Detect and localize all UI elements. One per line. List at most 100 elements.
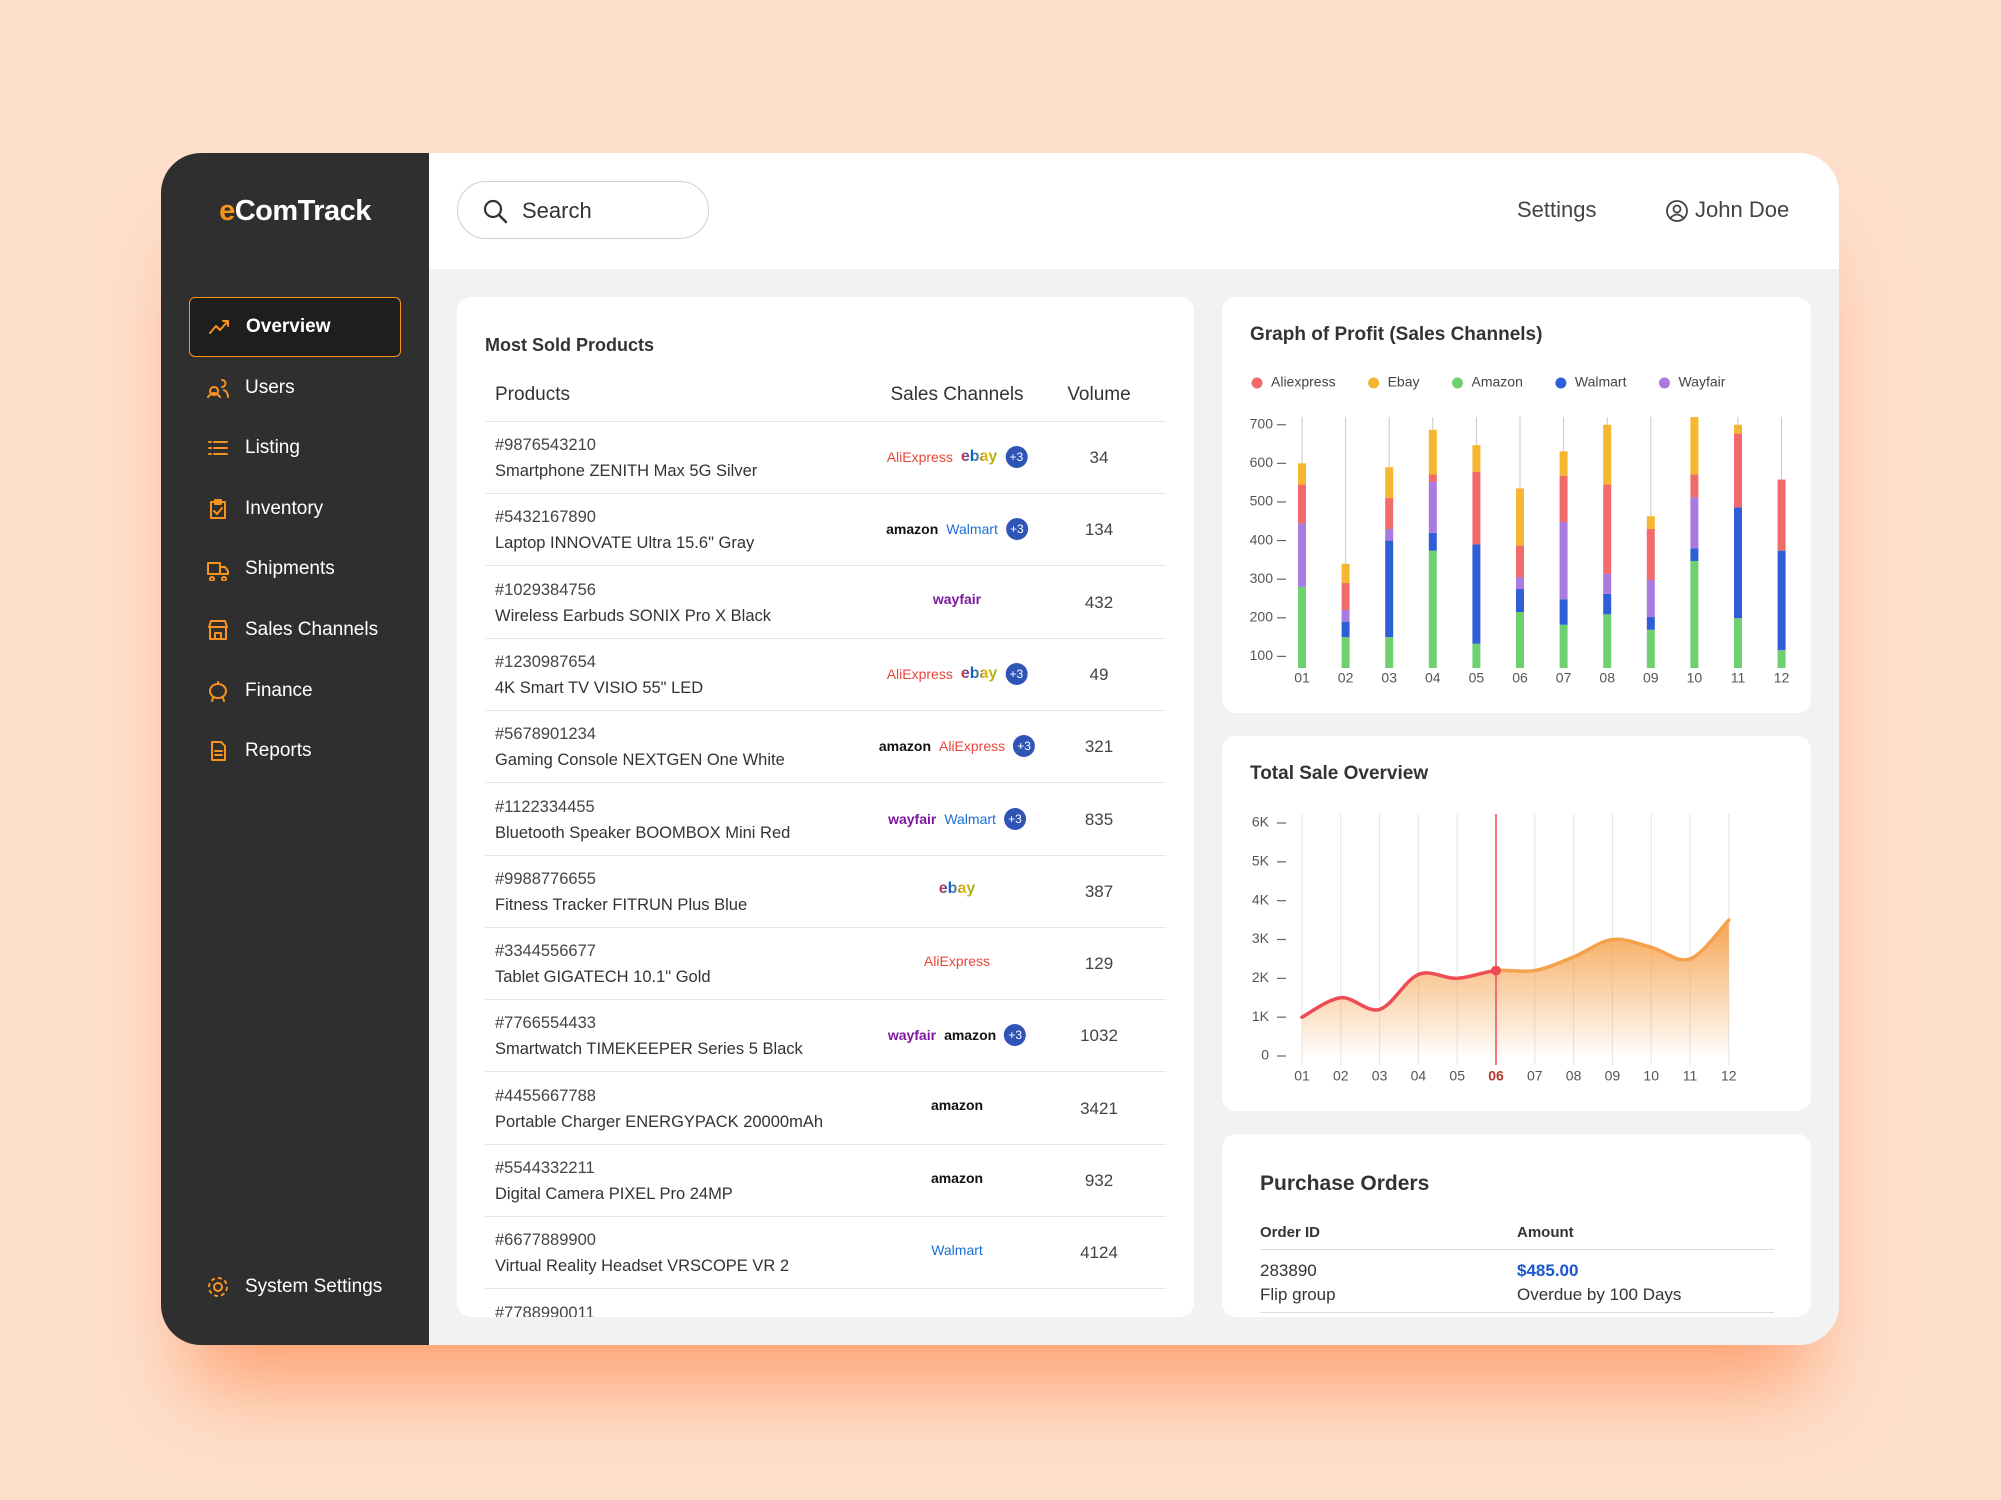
nav-item[interactable]: Sales Channels <box>189 600 401 660</box>
column-header: Order ID <box>1260 1224 1321 1241</box>
column-header: Volume <box>1067 384 1131 405</box>
bar-segment <box>1298 463 1306 485</box>
nav-label: Overview <box>246 316 331 337</box>
nav-label: Sales Channels <box>245 619 379 640</box>
volume: 129 <box>1084 954 1114 974</box>
sales-channels: AliExpress ebay +3 <box>883 446 1032 468</box>
bar-segment <box>1690 548 1699 562</box>
user-name[interactable]: John Doe <box>1695 197 1790 222</box>
dashboard: eComTrack Overview Users Listing Inventory S… <box>161 153 1839 1345</box>
bar-segment <box>1385 540 1394 638</box>
product-row: #9876543210 Smartphone ZENITH Max 5G Silv… <box>485 422 1166 494</box>
nav-item[interactable]: Reports <box>189 721 401 781</box>
bar-segment <box>1472 471 1481 545</box>
y-tick-label: 500 <box>1250 493 1274 509</box>
product-name: Digital Camera PIXEL Pro 24MP <box>495 1185 733 1203</box>
nav-icon <box>209 320 229 334</box>
product-name: Virtual Reality Headset VRSCOPE VR 2 <box>495 1257 790 1276</box>
bar-segment <box>1516 545 1524 578</box>
legend-dot <box>1658 377 1670 389</box>
channel-logo: Walmart <box>944 810 996 827</box>
product-row: #4455667788 Portable Charger ENERGYPACK 2… <box>485 1073 1166 1145</box>
nav-item[interactable]: Listing <box>189 418 401 478</box>
chart-title: Total Sale Overview <box>1250 763 1428 784</box>
bar-segment <box>1428 474 1437 482</box>
product-row: #5544332211 Digital Camera PIXEL Pro 24MP… <box>485 1145 1166 1217</box>
y-tick-label: 5K <box>1252 853 1270 869</box>
chart-title: Graph of Profit (Sales Channels) <box>1250 324 1542 345</box>
header-rule <box>485 421 1166 422</box>
product-id: #1029384756 <box>495 580 596 599</box>
gear-icon <box>208 1277 228 1297</box>
bar-segment <box>1646 528 1655 580</box>
system-settings[interactable]: System Settings <box>189 1257 401 1317</box>
icon-path <box>209 320 229 334</box>
sales-channels: amazon Walmart +3 <box>882 518 1032 541</box>
x-tick-label: 04 <box>1425 670 1441 686</box>
product-rows: #9876543210 Smartphone ZENITH Max 5G Silv… <box>457 422 1194 1317</box>
volume: 3421 <box>1080 1098 1118 1118</box>
y-tick-label: 3K <box>1252 930 1270 946</box>
channel-logo: ebay <box>938 879 976 897</box>
nav-item[interactable]: Users <box>189 358 401 418</box>
bar-segment <box>1603 573 1612 594</box>
nav-item[interactable]: Finance <box>189 661 401 721</box>
bar-segment <box>1646 629 1655 668</box>
icon-path <box>207 378 229 398</box>
nav-icon <box>211 741 226 762</box>
bar-segment <box>1603 593 1612 615</box>
legend-dot <box>1555 377 1567 389</box>
sales-area <box>1302 920 1729 1056</box>
y-tick-label: 0 <box>1261 1047 1269 1063</box>
bar-segment <box>1385 498 1394 529</box>
y-tick-label: 200 <box>1250 609 1274 625</box>
nav: Overview Users Listing Inventory Shipments Sa… <box>161 153 429 1345</box>
bar-segment <box>1559 624 1568 668</box>
product-name: Gaming Console NEXTGEN One White <box>495 751 785 770</box>
nav-icon <box>210 498 226 519</box>
legend-label: Ebay <box>1388 374 1420 390</box>
bar-segment <box>1385 467 1394 499</box>
volume: 134 <box>1084 520 1114 540</box>
search-box[interactable]: Search <box>457 181 709 239</box>
product-id: #5544332211 <box>495 1159 595 1177</box>
channel-logo: +3 <box>1005 662 1028 685</box>
bar-segment <box>1472 445 1481 472</box>
settings-link[interactable]: Settings <box>1517 197 1597 222</box>
product-row: #3344556677 Tablet GIGATECH 10.1" Gold Ali… <box>485 928 1166 1001</box>
bar-segment <box>1559 599 1568 625</box>
panel-title: Most Sold Products <box>485 335 655 355</box>
channel-logo: +3 <box>1003 807 1026 830</box>
bar-segment <box>1777 479 1786 551</box>
channel-logo: amazon <box>886 521 939 538</box>
legend-label: Aliexpress <box>1271 374 1336 390</box>
nav-item[interactable]: Inventory <box>189 479 401 539</box>
x-tick-label: 04 <box>1411 1068 1427 1084</box>
channel-logo: amazon <box>944 1027 997 1044</box>
bar-segment <box>1690 497 1699 549</box>
bar-segment <box>1428 481 1437 533</box>
legend-label: Wayfair <box>1678 374 1725 390</box>
channel-logo: Walmart <box>946 521 998 538</box>
product-name: Portable Charger ENERGYPACK 20000mAh <box>495 1112 824 1131</box>
volume: 387 <box>1084 881 1114 901</box>
search-placeholder: Search <box>522 198 592 223</box>
highlight-point <box>1491 965 1501 976</box>
nav-item[interactable]: Shipments <box>189 539 401 599</box>
product-id: #1230987654 <box>495 652 596 671</box>
bar-segment <box>1428 429 1437 475</box>
nav-item[interactable]: Overview <box>189 297 401 357</box>
x-tick-label: 11 <box>1731 670 1746 686</box>
product-id: #7788990011 <box>495 1303 595 1317</box>
bar-segment <box>1646 516 1655 529</box>
product-id: #3344556677 <box>495 942 596 961</box>
product-id: #4455667788 <box>495 1086 596 1105</box>
x-tick-label: 03 <box>1381 670 1397 686</box>
x-tick-label: 11 <box>1683 1068 1698 1084</box>
y-tick-label: 600 <box>1250 454 1274 470</box>
product-id: #9988776655 <box>495 869 596 888</box>
product-id: #1122334455 <box>495 797 595 816</box>
nav-label: System Settings <box>245 1276 383 1297</box>
sales-channels: wayfair amazon +3 <box>884 1024 1030 1047</box>
